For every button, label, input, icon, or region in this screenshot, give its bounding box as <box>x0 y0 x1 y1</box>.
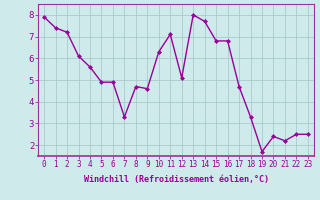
X-axis label: Windchill (Refroidissement éolien,°C): Windchill (Refroidissement éolien,°C) <box>84 175 268 184</box>
